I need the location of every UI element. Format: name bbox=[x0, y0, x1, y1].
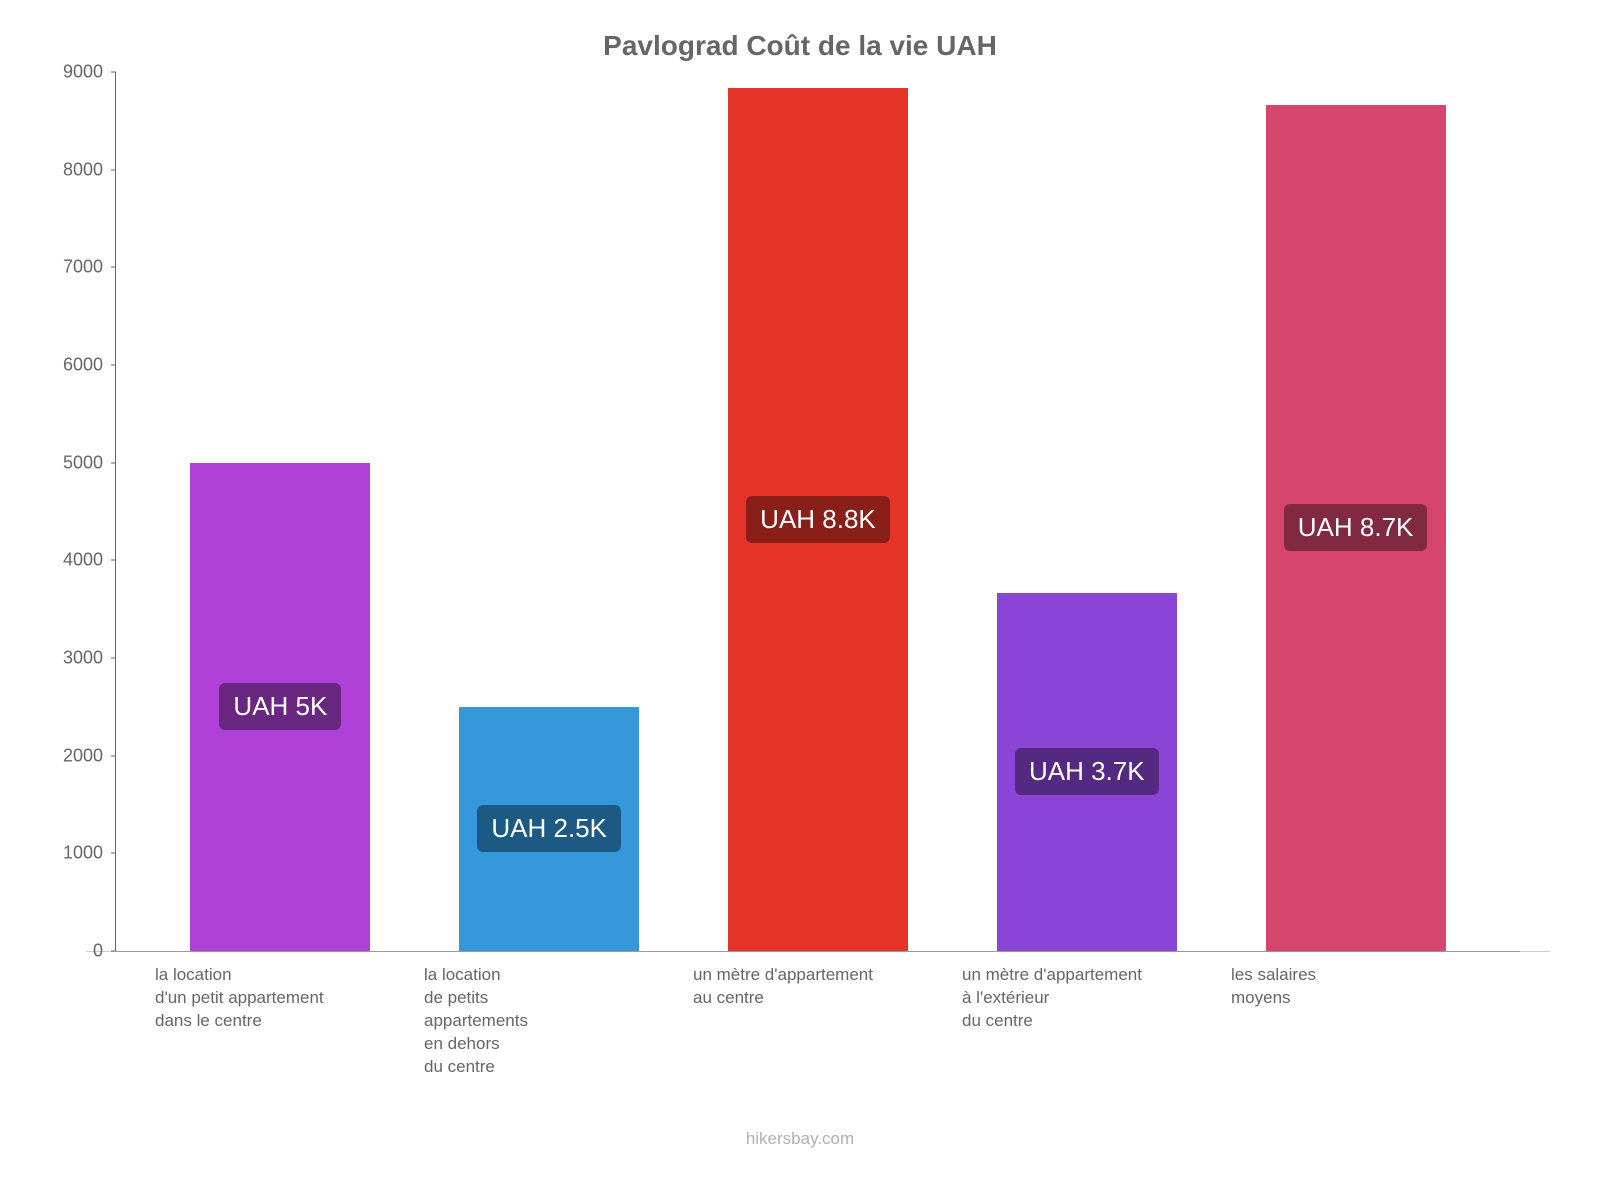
x-axis-label: la locationde petitsappartementsen dehor… bbox=[414, 964, 683, 1079]
y-tick-label: 8000 bbox=[43, 159, 103, 180]
x-axis-labels: la locationd'un petit appartementdans le… bbox=[115, 952, 1520, 1079]
bar-value-label: UAH 3.7K bbox=[1015, 748, 1159, 795]
y-tick-label: 3000 bbox=[43, 647, 103, 668]
y-axis: 0100020003000400050006000700080009000 bbox=[41, 72, 111, 951]
bar: UAH 5K bbox=[190, 463, 370, 951]
y-tick-label: 0 bbox=[43, 941, 103, 962]
y-tick-label: 7000 bbox=[43, 257, 103, 278]
y-tick-label: 6000 bbox=[43, 354, 103, 375]
y-tick-label: 4000 bbox=[43, 550, 103, 571]
watermark: hikersbay.com bbox=[40, 1129, 1560, 1149]
y-tick-label: 5000 bbox=[43, 452, 103, 473]
bar-value-label: UAH 8.7K bbox=[1284, 504, 1428, 551]
bar-wrapper: UAH 5K bbox=[146, 72, 415, 951]
bar-value-label: UAH 5K bbox=[219, 683, 341, 730]
chart-title: Pavlograd Coût de la vie UAH bbox=[40, 30, 1560, 62]
bar-wrapper: UAH 2.5K bbox=[415, 72, 684, 951]
plot-area: 0100020003000400050006000700080009000 UA… bbox=[115, 72, 1520, 952]
bar: UAH 8.7K bbox=[1266, 105, 1446, 951]
y-tick-label: 2000 bbox=[43, 745, 103, 766]
x-axis-label: un mètre d'appartementà l'extérieurdu ce… bbox=[952, 964, 1221, 1079]
bar: UAH 8.8K bbox=[728, 88, 908, 951]
x-axis-label: la locationd'un petit appartementdans le… bbox=[145, 964, 414, 1079]
bar-wrapper: UAH 8.7K bbox=[1221, 72, 1490, 951]
bar: UAH 3.7K bbox=[997, 593, 1177, 951]
bar-value-label: UAH 8.8K bbox=[746, 496, 890, 543]
bar-wrapper: UAH 3.7K bbox=[952, 72, 1221, 951]
chart-container: Pavlograd Coût de la vie UAH 01000200030… bbox=[0, 0, 1600, 1200]
x-axis-label: les salairesmoyens bbox=[1221, 964, 1490, 1079]
bars-area: UAH 5K UAH 2.5K UAH 8.8K UAH 3.7K UAH 8.7K bbox=[116, 72, 1520, 951]
bar: UAH 2.5K bbox=[459, 707, 639, 951]
y-tick-label: 1000 bbox=[43, 843, 103, 864]
bar-wrapper: UAH 8.8K bbox=[684, 72, 953, 951]
y-tick-label: 9000 bbox=[43, 62, 103, 83]
bar-value-label: UAH 2.5K bbox=[477, 805, 621, 852]
x-axis-label: un mètre d'appartementau centre bbox=[683, 964, 952, 1079]
